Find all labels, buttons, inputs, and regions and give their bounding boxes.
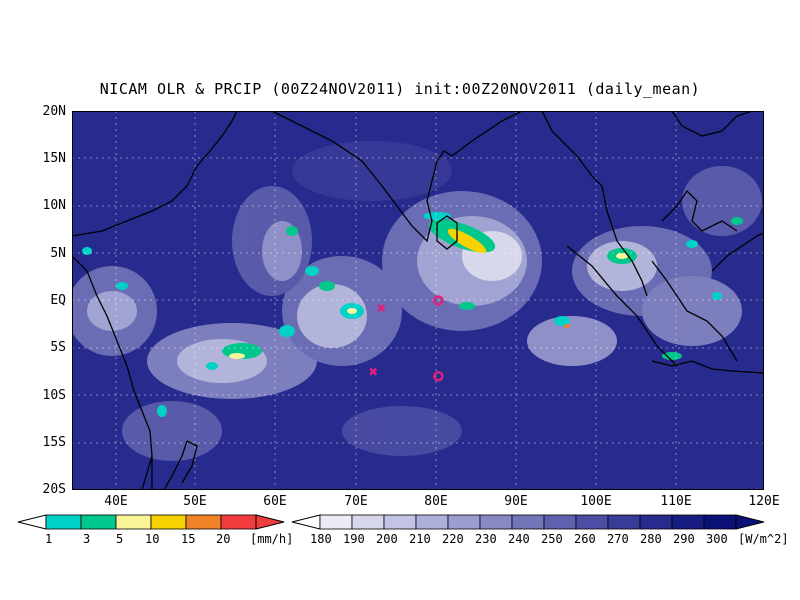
precip-colorbar-swatch <box>115 514 152 530</box>
olr-colorbar-swatch <box>447 514 481 530</box>
olr-tick-label: 230 <box>475 532 497 546</box>
lon-label: 70E <box>344 494 368 509</box>
precip-tick-label: 15 <box>181 532 196 546</box>
precip-tick-label: 3 <box>83 532 91 546</box>
precip-tick-label: 1 <box>45 532 53 546</box>
olr-colorbar-swatch <box>543 514 577 530</box>
olr-tick-label: 200 <box>376 532 398 546</box>
olr-tick-label: 210 <box>409 532 431 546</box>
olr-colorbar-right-arrow <box>735 514 765 530</box>
precip-colorbar-right-arrow <box>255 514 285 530</box>
lat-label: 5N <box>50 246 66 261</box>
map-title: NICAM OLR & PRCIP (00Z24NOV2011) init:00… <box>99 80 701 98</box>
olr-tick-label: 290 <box>673 532 695 546</box>
olr-colorbar-swatch <box>351 514 385 530</box>
olr-precip-map <box>72 111 764 490</box>
olr-tick-label: 270 <box>607 532 629 546</box>
precip-colorbar-left-arrow <box>17 514 47 530</box>
cross-marker <box>369 367 378 376</box>
olr-colorbar-swatch <box>319 514 353 530</box>
precip-colorbar-swatch <box>80 514 117 530</box>
olr-colorbar-swatch <box>383 514 417 530</box>
precip-cells <box>82 212 743 417</box>
lon-label: 120E <box>748 494 780 509</box>
lon-label: 40E <box>104 494 128 509</box>
olr-tick-label: 180 <box>310 532 332 546</box>
lon-label: 100E <box>580 494 612 509</box>
circle-marker <box>433 371 444 382</box>
olr-colorbar-left-arrow <box>291 514 321 530</box>
gridlines <box>72 111 764 490</box>
olr-colorbar-swatch <box>479 514 513 530</box>
olr-unit: [W/m^2] <box>738 532 789 546</box>
lon-label: 90E <box>504 494 528 509</box>
olr-tick-label: 260 <box>574 532 596 546</box>
olr-colorbar-swatch <box>639 514 673 530</box>
olr-tick-label: 280 <box>640 532 662 546</box>
olr-tick-label: 190 <box>343 532 365 546</box>
olr-colorbar-swatch <box>607 514 641 530</box>
lon-label: 80E <box>424 494 448 509</box>
cross-marker <box>377 304 386 312</box>
lon-label: 110E <box>660 494 692 509</box>
precip-tick-label: 10 <box>145 532 160 546</box>
precip-colorbar-swatch <box>45 514 82 530</box>
marker-layer <box>369 295 444 382</box>
lat-label: 15S <box>42 435 66 450</box>
olr-colorbar-swatch <box>511 514 545 530</box>
precip-colorbar-swatch <box>220 514 257 530</box>
precip-unit: [mm/h] <box>250 532 294 546</box>
precip-colorbar-swatch <box>185 514 222 530</box>
olr-colorbar-swatch <box>415 514 449 530</box>
precip-tick-label: 5 <box>116 532 124 546</box>
lat-label: 5S <box>50 340 66 355</box>
lat-label: 10N <box>42 198 66 213</box>
olr-tick-label: 300 <box>706 532 728 546</box>
olr-colorbar-swatch <box>671 514 705 530</box>
precip-tick-label: 20 <box>216 532 231 546</box>
lat-label: EQ <box>50 293 66 308</box>
coastlines <box>72 111 764 490</box>
lon-label: 60E <box>263 494 287 509</box>
circle-marker <box>433 295 444 306</box>
olr-colorbar-swatch <box>703 514 737 530</box>
colorbars <box>17 514 765 530</box>
precip-colorbar-swatch <box>150 514 187 530</box>
lat-label: 20S <box>42 482 66 497</box>
lon-label: 50E <box>183 494 207 509</box>
lat-label: 15N <box>42 151 66 166</box>
olr-tick-label: 220 <box>442 532 464 546</box>
olr-tick-label: 250 <box>541 532 563 546</box>
olr-colorbar-swatch <box>575 514 609 530</box>
olr-tick-label: 240 <box>508 532 530 546</box>
lat-label: 10S <box>42 388 66 403</box>
lat-label: 20N <box>42 104 66 119</box>
